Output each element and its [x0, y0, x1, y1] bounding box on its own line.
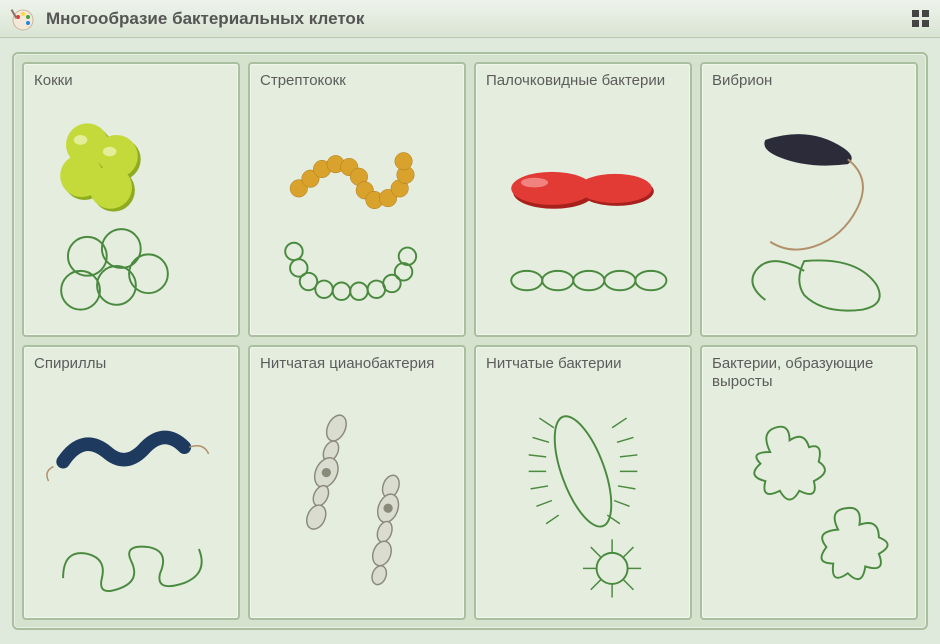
titlebar: Многообразие бактериальных клеток — [0, 0, 940, 38]
card-filament: Нитчатые бактерии — [474, 345, 692, 620]
card-grid: Кокки — [22, 62, 918, 620]
card-art-strepto — [260, 108, 454, 327]
card-label: Вибрион — [712, 72, 906, 108]
card-cyano: Нитчатая цианобактерия — [248, 345, 466, 620]
card-art-spirilla — [34, 391, 228, 610]
palette-icon — [10, 6, 36, 32]
card-art-filament — [486, 391, 680, 610]
card-rod: Палочковидные бактерии — [474, 62, 692, 337]
panel: Кокки — [12, 52, 928, 630]
card-label: Кокки — [34, 72, 228, 108]
card-art-outgrowth — [712, 391, 906, 610]
card-label: Нитчатые бактерии — [486, 355, 680, 391]
card-spirilla: Спириллы — [22, 345, 240, 620]
card-cocci: Кокки — [22, 62, 240, 337]
card-vibrio: Вибрион — [700, 62, 918, 337]
page-title: Многообразие бактериальных клеток — [46, 9, 364, 29]
card-outgrowth: Бактерии, образующие выросты — [700, 345, 918, 620]
card-label: Палочковидные бактерии — [486, 72, 680, 108]
card-label: Стрептококк — [260, 72, 454, 108]
card-label: Спириллы — [34, 355, 228, 391]
expand-icon[interactable] — [912, 10, 930, 28]
card-art-cyano — [260, 391, 454, 610]
card-label: Нитчатая цианобактерия — [260, 355, 454, 391]
card-strepto: Стрептококк — [248, 62, 466, 337]
card-art-cocci — [34, 108, 228, 327]
stage: Кокки — [0, 38, 940, 644]
card-art-rod — [486, 108, 680, 327]
card-label: Бактерии, образующие выросты — [712, 355, 906, 391]
card-art-vibrio — [712, 108, 906, 327]
